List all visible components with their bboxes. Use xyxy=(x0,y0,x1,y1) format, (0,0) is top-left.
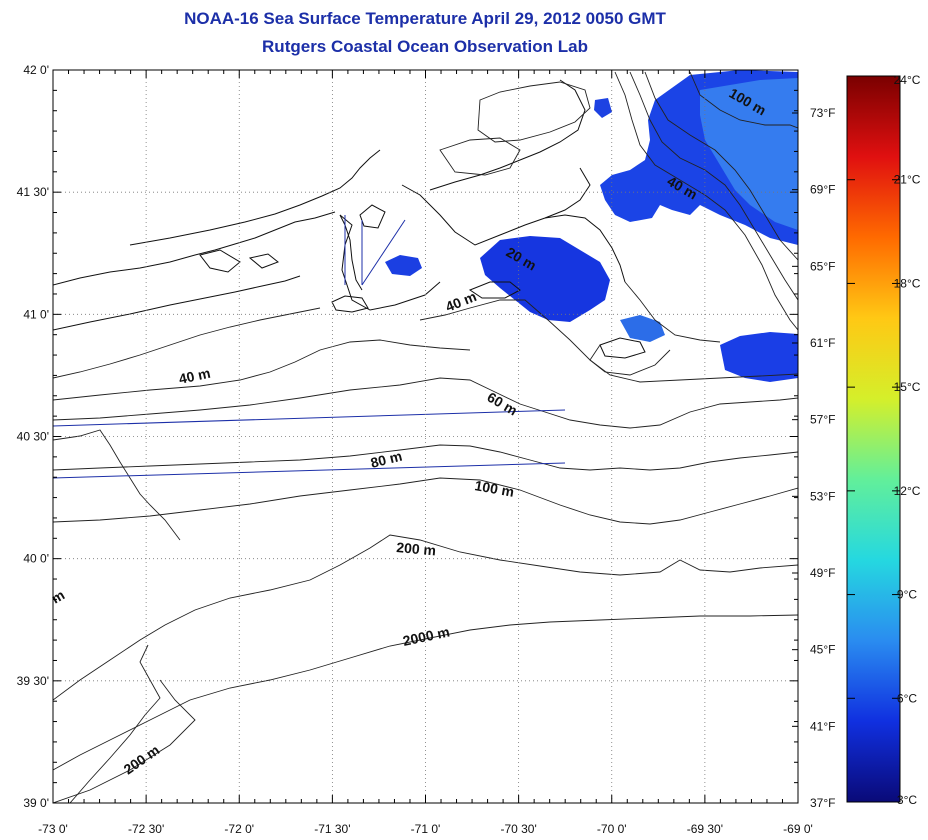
map-subtitle: Rutgers Coastal Ocean Observation Lab xyxy=(262,37,588,56)
lon-label: -71 30' xyxy=(314,822,350,836)
contour-shelf-west xyxy=(53,429,181,541)
colorbar-label: 21°C xyxy=(894,173,921,187)
lat-label: 40 30' xyxy=(17,430,49,444)
lon-label: -70 30' xyxy=(500,822,536,836)
colorbar-label: 18°C xyxy=(894,276,921,290)
colorbar-label: 15°C xyxy=(894,380,921,394)
fahrenheit-label: 69°F xyxy=(810,183,835,197)
colorbar-label: 24°C xyxy=(894,73,921,87)
colorbar-label: 6°C xyxy=(897,691,917,705)
satellite-tracks xyxy=(53,215,566,479)
contour-shoal-1 xyxy=(477,81,591,143)
colorbar xyxy=(846,75,901,803)
lat-label: 42 0' xyxy=(23,63,49,77)
contour-georges xyxy=(689,71,798,129)
lon-label: -72 30' xyxy=(128,822,164,836)
coastline xyxy=(53,79,646,359)
contour-200m-south xyxy=(69,644,161,803)
track-line-1 xyxy=(53,409,566,427)
coast-connecticut xyxy=(129,149,381,246)
contour-gulf-maine-3 xyxy=(644,71,798,261)
sst-patch-buzzards xyxy=(385,255,422,276)
coast-block-island xyxy=(331,295,369,313)
contour-200m xyxy=(53,534,798,701)
lon-label: -72 0' xyxy=(224,822,254,836)
sst-patch-capecod xyxy=(480,236,610,322)
lon-label: -70 0' xyxy=(597,822,627,836)
lat-label: 40 0' xyxy=(23,552,49,566)
coast-boston-harbor xyxy=(429,79,586,191)
sst-patch-boston xyxy=(594,98,612,118)
coast-massachusetts xyxy=(401,167,591,246)
map-ticks xyxy=(52,69,799,804)
contour-60m xyxy=(53,377,798,429)
fahrenheit-label: 53°F xyxy=(810,489,835,503)
contour-100m xyxy=(53,477,798,525)
lat-label: 41 30' xyxy=(17,185,49,199)
lon-label: -69 0' xyxy=(783,822,813,836)
contour-2000m-b xyxy=(53,679,196,803)
fahrenheit-labels: 73°F 69°F 65°F 61°F 57°F 53°F 49°F 45°F 41°F 37°F xyxy=(792,106,835,810)
fahrenheit-label: 49°F xyxy=(810,566,835,580)
colorbar-label: 3°C xyxy=(897,793,917,807)
lon-label: -71 0' xyxy=(411,822,441,836)
contour-label-80m: 80 m xyxy=(369,448,404,471)
contour-80m xyxy=(53,444,798,471)
colorbar-ticks: 24°C 21°C 18°C 15°C 12°C 9°C 6°C 3°C xyxy=(847,73,921,807)
lat-label: 41 0' xyxy=(23,307,49,321)
contour-40m-a xyxy=(53,307,321,379)
lon-label: -73 0' xyxy=(38,822,68,836)
bathymetry-contours xyxy=(53,71,798,803)
contour-40m-b xyxy=(53,339,471,401)
contour-40m-c xyxy=(419,299,798,383)
fahrenheit-label: 65°F xyxy=(810,259,835,273)
fahrenheit-label: 45°F xyxy=(810,643,835,657)
lat-label: 39 0' xyxy=(23,796,49,810)
contour-2000m xyxy=(53,614,798,771)
lon-label: -69 30' xyxy=(687,822,723,836)
colorbar-label: 12°C xyxy=(894,484,921,498)
fahrenheit-label: 37°F xyxy=(810,796,835,810)
fahrenheit-label: 73°F xyxy=(810,106,835,120)
contour-islands-shelf xyxy=(589,344,671,376)
coast-coastal-islands xyxy=(199,204,386,273)
contour-label-100m: 100 m xyxy=(473,477,515,500)
coast-cape-cod xyxy=(544,214,626,283)
track-line-2 xyxy=(53,462,566,479)
track-line-5 xyxy=(361,219,406,286)
longitude-labels: -73 0' -72 30' -72 0' -71 30' -71 0' -70 30' -… xyxy=(38,822,813,836)
colorbar-label: 9°C xyxy=(897,588,917,602)
lat-label: 39 30' xyxy=(17,674,49,688)
sst-patch-south xyxy=(720,332,798,382)
coast-martha-vineyard xyxy=(468,281,521,299)
map-title: NOAA-16 Sea Surface Temperature April 29… xyxy=(184,9,666,28)
contour-gulf-maine-2 xyxy=(629,71,798,301)
graticule xyxy=(53,70,798,803)
fahrenheit-label: 61°F xyxy=(810,336,835,350)
coast-long-island-north xyxy=(53,211,336,286)
coast-nantucket xyxy=(599,337,646,359)
contour-label-40m-a: 40 m xyxy=(177,365,212,387)
contour-label-200m-a: 200 m xyxy=(396,539,437,558)
fahrenheit-label: 57°F xyxy=(810,413,835,427)
contour-cape-shelf xyxy=(624,281,721,343)
coast-narragansett-bay xyxy=(339,214,363,291)
contour-shoal-2 xyxy=(439,137,521,176)
fahrenheit-label: 41°F xyxy=(810,719,835,733)
coast-rhode-island xyxy=(339,214,441,311)
latitude-labels: 42 0' 41 30' 41 0' 40 30' 40 0' 39 30' 39 0' xyxy=(17,63,49,810)
coast-long-island-south xyxy=(53,275,301,331)
sst-patch-nantucket xyxy=(620,315,665,342)
